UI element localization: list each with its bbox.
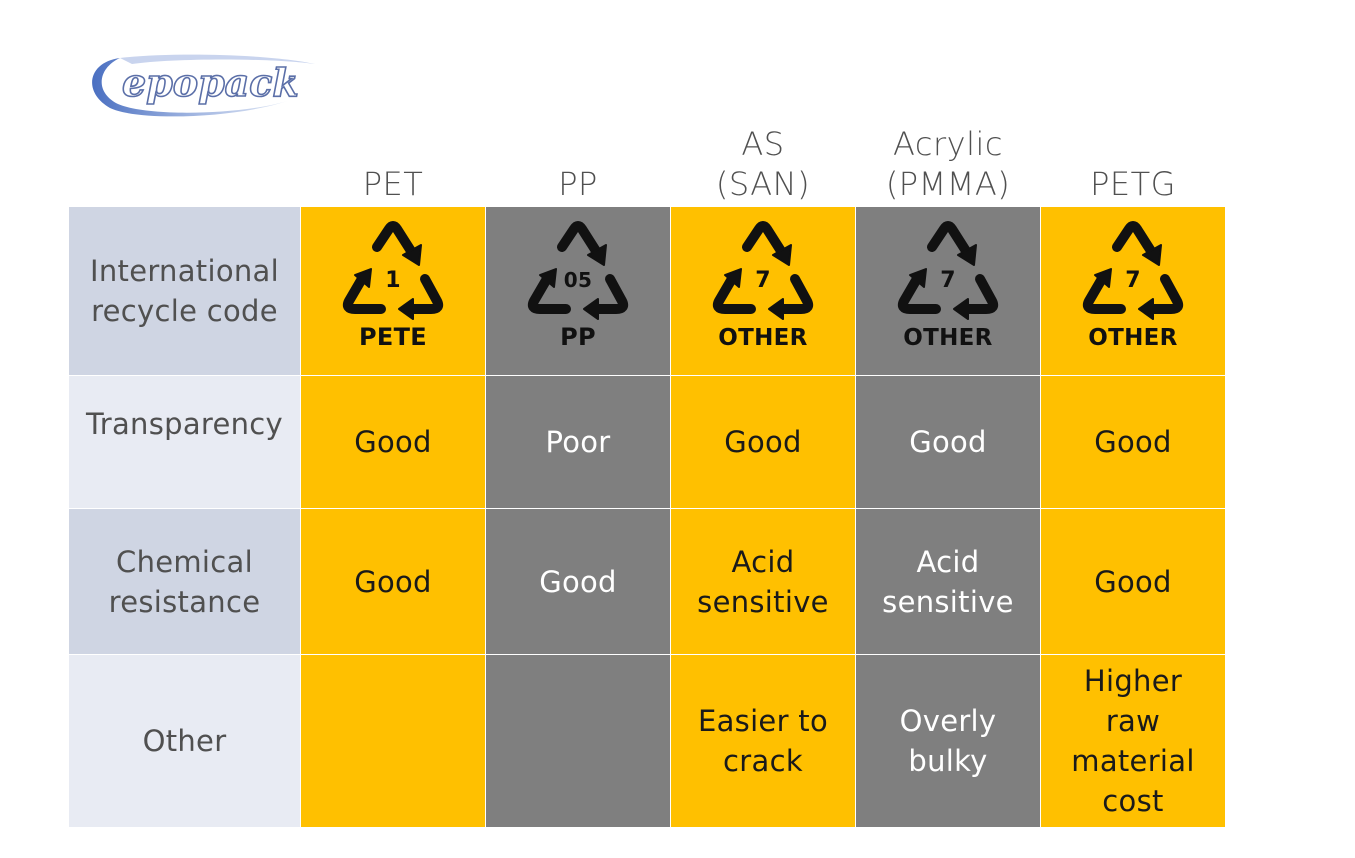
svg-text:OTHER: OTHER: [903, 325, 992, 351]
transparency-acrylic: Good: [856, 376, 1040, 508]
recycle-05-pp-icon: 05 PP: [527, 221, 629, 351]
recycle-1-pete-icon: 1 PETE: [342, 221, 444, 351]
svg-text:7: 7: [1125, 268, 1141, 293]
recycle-cell-pp: 05 PP: [486, 207, 670, 375]
recycle-7-other-icon: 7 OTHER: [897, 221, 999, 351]
other-pp: [486, 655, 670, 827]
svg-text:PP: PP: [560, 323, 596, 351]
recycle-cell-pet: 1 PETE: [301, 207, 485, 375]
chemical-pp: Good: [486, 509, 670, 654]
other-acrylic: Overly bulky: [856, 655, 1040, 827]
other-as-san: Easier to crack: [671, 655, 855, 827]
svg-text:OTHER: OTHER: [1088, 325, 1177, 351]
transparency-pp: Poor: [486, 376, 670, 508]
svg-text:epopack: epopack: [122, 60, 299, 105]
column-header-as-san: AS (SAN): [715, 125, 811, 203]
svg-text:7: 7: [755, 268, 771, 293]
column-header-pp: PP: [558, 165, 598, 203]
chemical-petg: Good: [1041, 509, 1225, 654]
chemical-pet: Good: [301, 509, 485, 654]
transparency-pet: Good: [301, 376, 485, 508]
column-header-acrylic-pmma: Acrylic (PMMA): [885, 125, 1011, 203]
other-pet: [301, 655, 485, 827]
chemical-as-san: Acid sensitive: [671, 509, 855, 654]
recycle-cell-as-san: 7 OTHER: [671, 207, 855, 375]
svg-text:PETE: PETE: [359, 323, 427, 351]
chemical-acrylic: Acid sensitive: [856, 509, 1040, 654]
row-label-other: Other: [69, 655, 300, 827]
svg-text:7: 7: [940, 268, 956, 293]
row-label-recycle-code: International recycle code: [69, 207, 300, 375]
svg-text:05: 05: [564, 268, 592, 292]
epopack-logo: epopack: [80, 52, 325, 120]
row-label-chemical-resistance: Chemical resistance: [69, 509, 300, 654]
comparison-table: International recycle code 1 PETE 05 PP 7 OT…: [69, 207, 1225, 827]
recycle-cell-petg: 7 OTHER: [1041, 207, 1225, 375]
other-petg: Higher raw material cost: [1041, 655, 1225, 827]
svg-text:OTHER: OTHER: [718, 325, 807, 351]
row-label-transparency: Transparency: [69, 376, 300, 508]
svg-text:1: 1: [385, 268, 401, 293]
column-header-pet: PET: [362, 165, 424, 203]
column-header-petg: PETG: [1090, 165, 1176, 203]
recycle-cell-acrylic: 7 OTHER: [856, 207, 1040, 375]
recycle-7-other-icon: 7 OTHER: [1082, 221, 1184, 351]
recycle-7-other-icon: 7 OTHER: [712, 221, 814, 351]
transparency-petg: Good: [1041, 376, 1225, 508]
transparency-as-san: Good: [671, 376, 855, 508]
